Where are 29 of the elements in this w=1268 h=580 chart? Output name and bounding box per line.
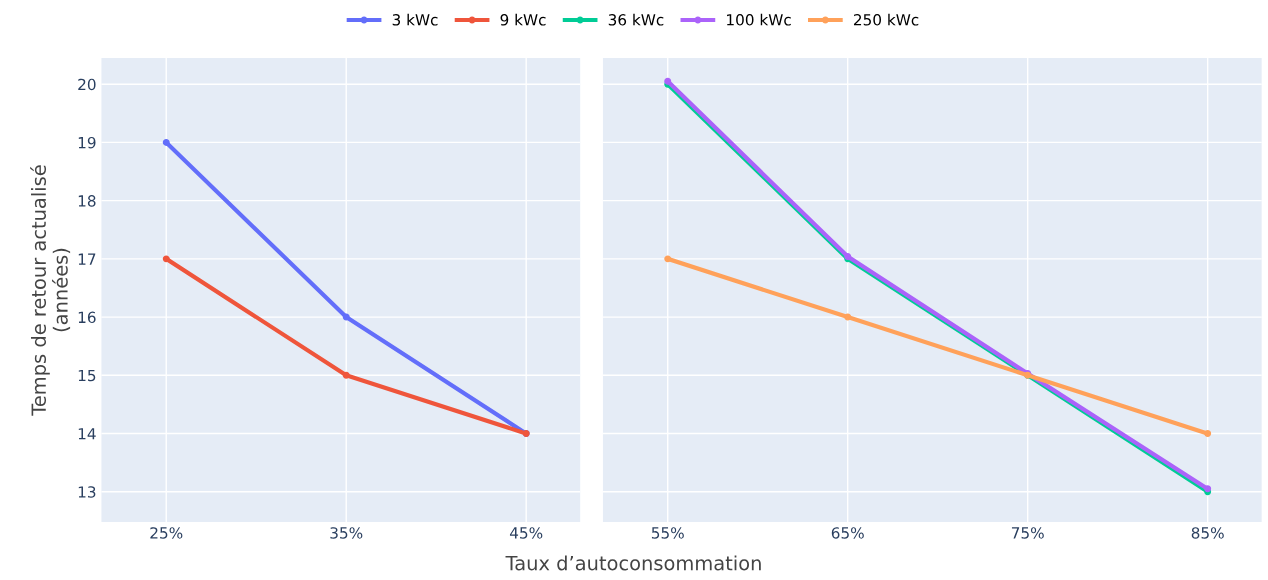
- x-tick-label: 45%: [509, 527, 543, 539]
- point: [162, 255, 170, 263]
- x-tick-label: 65%: [831, 527, 864, 539]
- x-tick-label: 35%: [330, 527, 363, 539]
- legend-label: 100 kWc: [727, 13, 791, 26]
- point: [342, 371, 350, 379]
- y-axis-title: Temps de retour actualisé (années): [30, 165, 71, 416]
- x-tick-label: 85%: [1191, 527, 1224, 539]
- point: [1204, 430, 1212, 437]
- y-tick-label: 20: [78, 78, 96, 91]
- legend-label: 250 kWc: [853, 13, 919, 26]
- legend-label: 3 kWc: [392, 13, 438, 26]
- point: [664, 255, 672, 263]
- y-tick-label: 16: [78, 311, 96, 324]
- y-tick-label: 19: [78, 136, 96, 149]
- x-axis-title: Taux d’autoconsommation: [505, 555, 761, 571]
- x-tick-label: 75%: [1011, 527, 1044, 539]
- y-tick-label: 17: [78, 253, 96, 265]
- y-tick-label: 15: [78, 369, 96, 382]
- point: [844, 313, 852, 321]
- y-tick-label: 18: [78, 195, 96, 207]
- point: [162, 138, 170, 146]
- legend-label: 9 kWc: [500, 13, 546, 26]
- point: [342, 313, 350, 321]
- legend-label: 36 kWc: [608, 13, 664, 26]
- x-tick-label: 25%: [150, 527, 183, 539]
- x-tick-label: 55%: [651, 527, 684, 539]
- y-tick-label: 13: [78, 486, 96, 498]
- y-tick-label: 14: [78, 428, 96, 440]
